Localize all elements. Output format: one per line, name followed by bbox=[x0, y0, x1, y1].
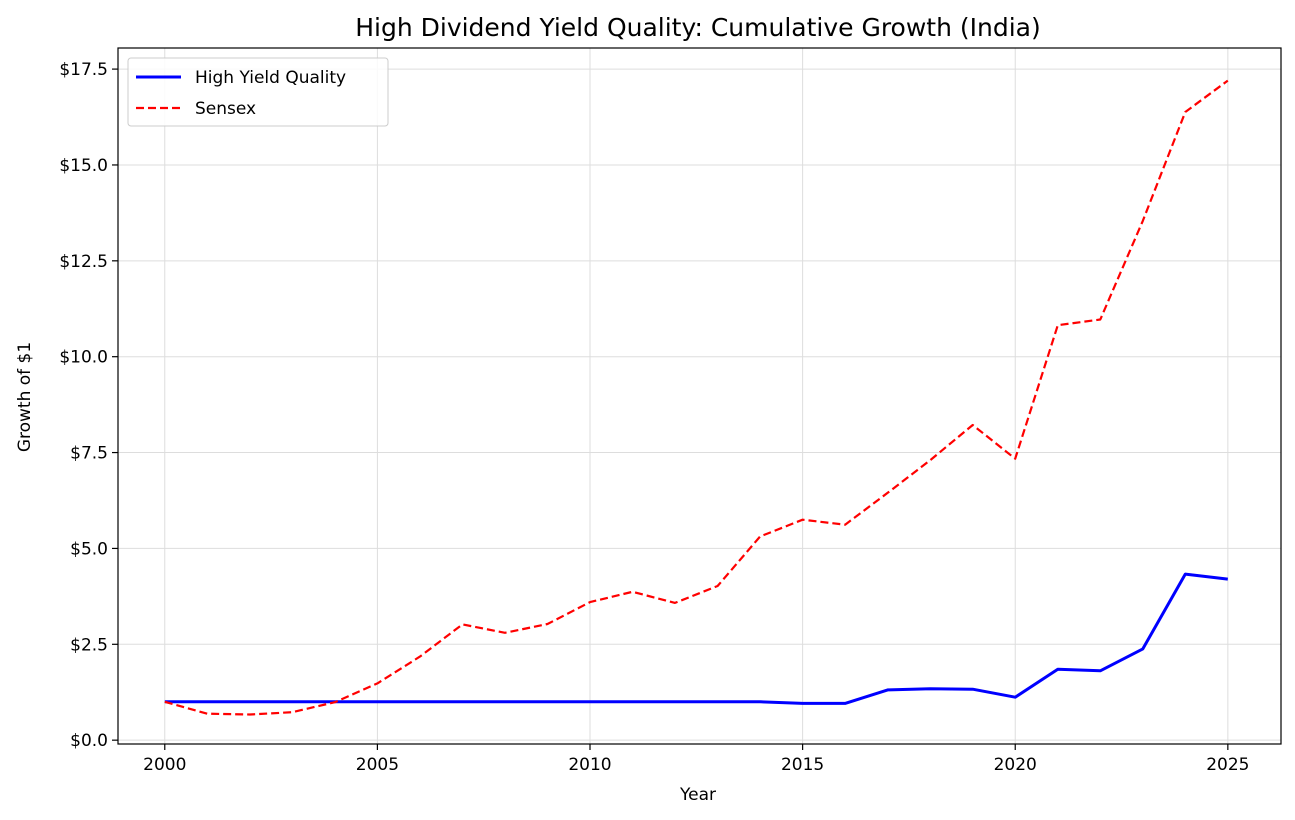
x-tick-label: 2005 bbox=[356, 755, 399, 775]
axis-ticks: 2000 2005 2010 2015 2020 2025 $0.0 $2.5 $5.0 $7.5… bbox=[59, 60, 1249, 775]
grid bbox=[118, 48, 1281, 744]
y-tick-label: $10.0 bbox=[59, 348, 108, 368]
x-axis-label: Year bbox=[679, 785, 716, 805]
y-tick-label: $0.0 bbox=[70, 731, 108, 751]
legend-label-sensex: Sensex bbox=[195, 99, 256, 119]
plot-area-frame bbox=[117, 47, 1282, 745]
series-line-sensex bbox=[164, 79, 1229, 716]
legend-label-high-yield-quality: High Yield Quality bbox=[195, 68, 346, 88]
y-tick-label: $17.5 bbox=[59, 60, 108, 80]
y-tick-label: $2.5 bbox=[70, 635, 108, 655]
chart-title: High Dividend Yield Quality: Cumulative … bbox=[355, 13, 1041, 42]
y-tick-label: $12.5 bbox=[59, 252, 108, 272]
x-tick-label: 2010 bbox=[568, 755, 611, 775]
y-tick-label: $15.0 bbox=[59, 156, 108, 176]
legend: High Yield Quality Sensex bbox=[127, 57, 389, 127]
y-tick-label: $7.5 bbox=[70, 444, 108, 464]
series-line-high-yield-quality bbox=[164, 572, 1228, 705]
legend-box bbox=[127, 57, 389, 127]
x-tick-label: 2000 bbox=[143, 755, 186, 775]
y-axis-label: Growth of $1 bbox=[15, 342, 35, 452]
x-tick-label: 2015 bbox=[781, 755, 824, 775]
x-tick-label: 2020 bbox=[994, 755, 1037, 775]
series-lines bbox=[164, 79, 1229, 716]
x-tick-label: 2025 bbox=[1206, 755, 1249, 775]
y-tick-label: $5.0 bbox=[70, 539, 108, 559]
